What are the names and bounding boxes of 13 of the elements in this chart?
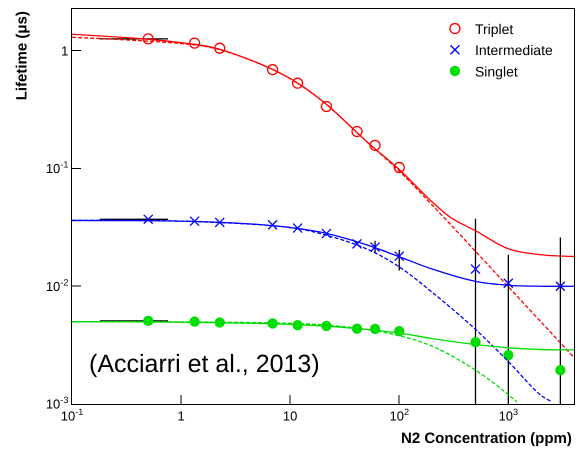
x-tick-label: 10$^{3}$ [498, 407, 518, 424]
y-tick-label: 10$^{-2}$ [46, 277, 68, 294]
legend-label: Intermediate [474, 42, 553, 58]
x-tick-label: 10$^{2}$ [389, 407, 410, 424]
annotation: (Acciarri et al., 2013) [89, 350, 320, 378]
legend-label: Singlet [474, 63, 518, 80]
legend-label: Triplet [474, 21, 514, 38]
x-tick-label: 10 [282, 408, 298, 424]
x-tick-label: 1 [177, 408, 185, 424]
y-axis-title: Lifetime (μs) [13, 11, 30, 100]
x-axis-title: N2 Concentration (ppm) [401, 430, 572, 447]
y-tick-label: 10$^{-1}$ [46, 160, 68, 176]
y-tick-label: 1 [61, 43, 68, 58]
